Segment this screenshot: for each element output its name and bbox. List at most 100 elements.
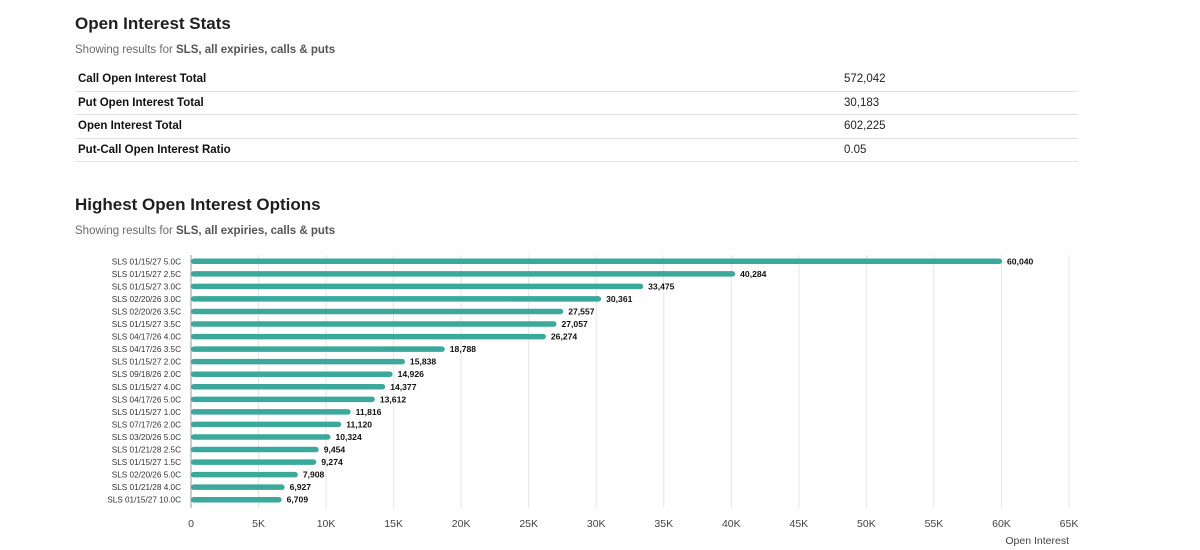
x-tick-label: 35K: [654, 518, 673, 530]
value-label: 18,788: [450, 344, 477, 354]
value-label: 7,908: [303, 470, 325, 480]
bar: [191, 396, 375, 403]
x-tick-label: 50K: [857, 518, 876, 530]
bar: [191, 358, 405, 365]
chart-section-subtitle: Showing results for SLS, all expiries, c…: [75, 225, 335, 237]
stat-value: 572,042: [841, 68, 1078, 92]
value-label: 10,324: [335, 432, 362, 442]
x-tick-label: 5K: [252, 518, 265, 530]
bar: [191, 384, 386, 390]
value-label: 6,927: [290, 482, 312, 492]
category-label: SLS 02/20/26 5.0C: [112, 471, 181, 480]
bar: [191, 409, 351, 415]
value-label: 27,057: [561, 319, 588, 329]
stat-label: Put Open Interest Total: [75, 91, 841, 115]
x-axis-title: Open Interest: [1005, 535, 1069, 547]
bar: [191, 371, 393, 377]
stats-section-title: Open Interest Stats: [75, 14, 231, 33]
table-row: Put Open Interest Total 30,183: [75, 91, 1078, 115]
stat-label: Open Interest Total: [75, 114, 841, 139]
bar: [191, 346, 445, 352]
bar: [191, 271, 736, 277]
bar: [191, 308, 564, 315]
category-label: SLS 09/18/26 2.0C: [112, 370, 181, 379]
bar: [191, 459, 317, 465]
category-label: SLS 01/15/27 1.5C: [112, 458, 181, 467]
chart-bars: [191, 258, 1003, 503]
category-label: SLS 07/17/26 2.0C: [112, 420, 181, 429]
value-label: 33,475: [648, 281, 675, 291]
value-label: 14,926: [398, 369, 425, 379]
subtitle-prefix: Showing results for: [75, 44, 176, 56]
stat-value: 0.05: [841, 138, 1078, 162]
value-label: 6,709: [287, 495, 309, 505]
subtitle-filter: SLS, all expiries, calls & puts: [176, 44, 336, 56]
value-label: 27,557: [568, 306, 595, 316]
bar: [191, 258, 1003, 265]
category-label: SLS 02/20/26 3.5C: [112, 307, 181, 316]
x-tick-label: 65K: [1060, 518, 1079, 530]
x-tick-label: 15K: [384, 518, 403, 530]
category-label: SLS 01/21/28 4.0C: [112, 483, 181, 492]
bar: [191, 471, 298, 478]
chart-value-labels: 60,040 40,284 33,475 30,361 27,557 27,057 26,2…: [287, 256, 1034, 504]
category-label: SLS 04/17/26 3.5C: [112, 345, 181, 354]
table-row: Put-Call Open Interest Ratio 0.05: [75, 138, 1078, 162]
category-label: SLS 03/20/26 5.0C: [112, 433, 181, 442]
value-label: 11,120: [346, 419, 372, 429]
x-tick-label: 55K: [925, 518, 944, 530]
bar: [191, 446, 319, 453]
value-label: 13,612: [380, 394, 407, 404]
category-label: SLS 04/17/26 4.0C: [112, 333, 181, 342]
category-label: SLS 01/15/27 4.0C: [112, 383, 181, 392]
value-label: 9,454: [324, 445, 346, 455]
subtitle-prefix: Showing results for: [75, 225, 176, 237]
value-label: 26,274: [551, 332, 578, 342]
bar: [191, 296, 602, 302]
stat-label: Put-Call Open Interest Ratio: [75, 138, 841, 162]
bar: [191, 333, 546, 340]
x-tick-label: 0: [188, 518, 194, 530]
value-label: 40,284: [740, 269, 767, 279]
stats-section-subtitle: Showing results for SLS, all expiries, c…: [75, 44, 335, 56]
category-label: SLS 01/15/27 5.0C: [112, 257, 181, 266]
category-label: SLS 01/15/27 1.0C: [112, 408, 181, 417]
category-label: SLS 04/17/26 5.0C: [112, 395, 181, 404]
bar: [191, 484, 285, 490]
bar: [191, 421, 342, 428]
chart-section-title: Highest Open Interest Options: [75, 195, 321, 214]
chart-x-ticks: 0 5K 10K 15K 20K 25K 30K 35K 40K 45K 50K 55K 60K 65K: [188, 518, 1078, 530]
table-row: Call Open Interest Total 572,042: [75, 68, 1078, 92]
category-label: SLS 01/15/27 2.0C: [112, 358, 181, 367]
category-label: SLS 01/21/28 2.5C: [112, 446, 181, 455]
x-tick-label: 60K: [992, 518, 1011, 530]
chart-category-labels: SLS 01/15/27 5.0C SLS 01/15/27 2.5C SLS 01…: [107, 257, 181, 504]
value-label: 11,816: [356, 407, 382, 417]
category-label: SLS 01/15/27 10.0C: [107, 496, 181, 505]
x-tick-label: 20K: [452, 518, 471, 530]
table-row: Open Interest Total 602,225: [75, 114, 1078, 139]
subtitle-filter: SLS, all expiries, calls & puts: [176, 225, 336, 237]
category-label: SLS 01/15/27 2.5C: [112, 270, 181, 279]
x-tick-label: 45K: [790, 518, 809, 530]
category-label: SLS 02/20/26 3.0C: [112, 295, 181, 304]
stat-label: Call Open Interest Total: [75, 68, 841, 92]
category-label: SLS 01/15/27 3.5C: [112, 320, 181, 329]
value-label: 15,838: [410, 357, 437, 367]
value-label: 9,274: [321, 457, 343, 467]
open-interest-bar-chart: SLS 01/15/27 5.0C SLS 01/15/27 2.5C SLS 01…: [107, 255, 1078, 547]
bar: [191, 496, 282, 503]
x-tick-label: 10K: [317, 518, 336, 530]
stat-value: 30,183: [841, 91, 1078, 115]
value-label: 60,040: [1007, 256, 1034, 266]
value-label: 30,361: [606, 294, 633, 304]
x-tick-label: 40K: [722, 518, 741, 530]
category-label: SLS 01/15/27 3.0C: [112, 282, 181, 291]
x-tick-label: 30K: [587, 518, 606, 530]
x-tick-label: 25K: [519, 518, 538, 530]
value-label: 14,377: [390, 382, 417, 392]
bar: [191, 434, 331, 440]
stat-value: 602,225: [841, 114, 1078, 139]
open-interest-stats-table: Call Open Interest Total 572,042 Put Ope…: [75, 68, 1078, 162]
bar: [191, 321, 557, 327]
